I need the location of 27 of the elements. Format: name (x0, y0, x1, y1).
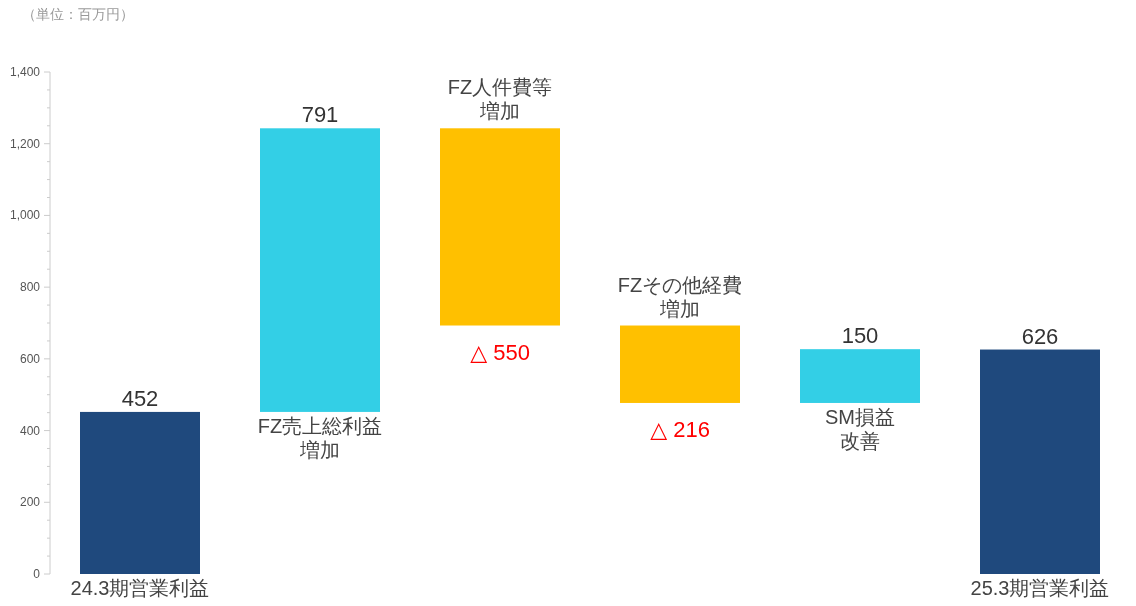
x-tick-label: 24.3期営業利益 (70, 577, 210, 599)
y-tick-label: 1,200 (9, 136, 41, 151)
y-tick-label: 200 (19, 495, 41, 510)
x-tick-label: FZ売上総利益増加 (257, 414, 383, 461)
data-label: 626 (1021, 323, 1059, 349)
y-tick-label: 600 (19, 351, 41, 366)
x-tick-label: SM損益改善 (825, 405, 895, 452)
bar (80, 411, 200, 574)
x-tick-label: FZ人件費等増加 (447, 76, 553, 123)
y-tick-label: 1,400 (9, 65, 41, 79)
y-tick-label: 400 (19, 423, 41, 438)
data-label: 452 (121, 385, 159, 411)
bar (980, 349, 1100, 574)
y-tick-label: 800 (19, 280, 41, 295)
text: （単位：百万円） (22, 6, 134, 22)
bar (440, 128, 560, 326)
data-label: 791 (301, 102, 339, 128)
x-tick-label: 25.3期営業利益 (970, 577, 1110, 599)
data-label: △ 550 (470, 339, 530, 365)
data-label: 150 (841, 323, 879, 349)
bar (620, 325, 740, 403)
bar (260, 128, 380, 412)
data-label: △ 216 (650, 416, 710, 442)
y-tick-label: 0 (33, 567, 41, 581)
x-tick-label: FZその他経費増加 (617, 273, 743, 320)
y-tick-label: 1,000 (9, 208, 41, 223)
bar (800, 349, 920, 403)
